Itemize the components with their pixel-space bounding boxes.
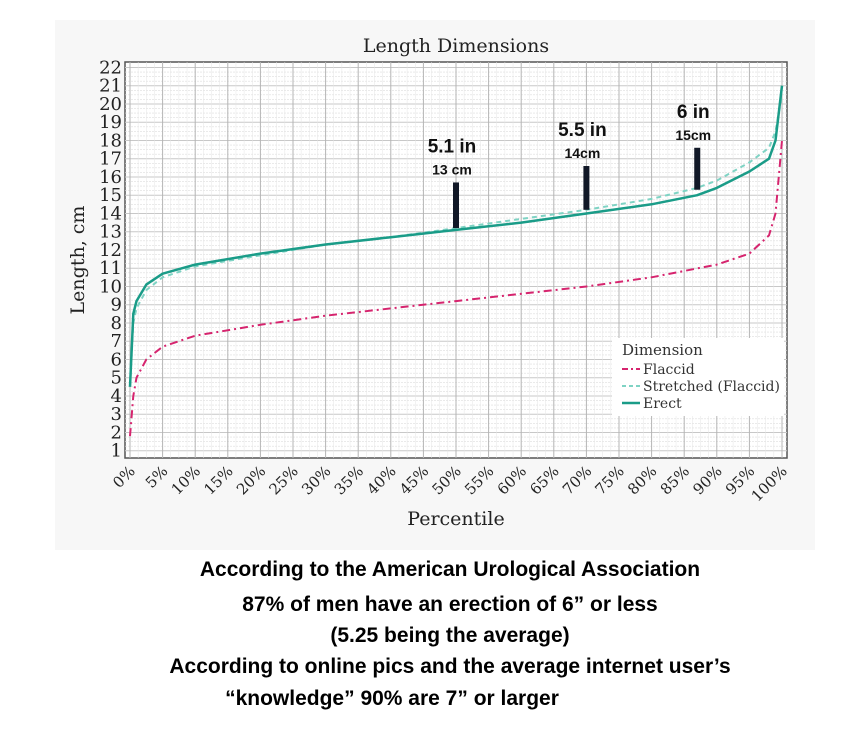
series-lines xyxy=(128,85,784,437)
y-tick-label: 16 xyxy=(99,167,122,188)
y-tick-label: 11 xyxy=(99,258,122,279)
caption-line-5: “knowledge” 90% are 7” or larger xyxy=(225,687,559,710)
y-tick-label: 2 xyxy=(111,422,122,443)
annotation-marker xyxy=(694,147,701,190)
series-line-stretched-flaccid xyxy=(129,94,783,387)
y-tick-label: 13 xyxy=(99,222,122,243)
legend-title: Dimension xyxy=(622,341,703,359)
y-tick-label: 8 xyxy=(111,313,122,334)
y-tick-label: 19 xyxy=(99,112,122,133)
annotation-inches: 5.1 in xyxy=(428,136,477,157)
caption-line-3: (5.25 being the average) xyxy=(330,624,570,647)
y-tick-label: 21 xyxy=(99,76,122,97)
annotation-cm: 14cm xyxy=(564,145,600,161)
x-axis-label: Percentile xyxy=(407,508,504,530)
annotations: 5.1 in 13 cm 5.5 in 14cm 6 in 15cm xyxy=(428,102,711,229)
y-tick-label: 10 xyxy=(99,276,122,297)
y-tick-label: 18 xyxy=(99,130,122,151)
annotation-cm: 13 cm xyxy=(432,161,472,177)
annotation-marker xyxy=(583,166,590,210)
caption-line-2: 87% of men have an erection of 6” or les… xyxy=(242,593,658,616)
series-line-erect xyxy=(128,85,784,387)
y-tick-label: 22 xyxy=(99,57,122,78)
y-tick-label: 9 xyxy=(111,295,122,316)
series-line-flaccid xyxy=(129,140,783,437)
y-tick-label: 20 xyxy=(99,94,122,115)
y-tick-label: 5 xyxy=(111,368,122,389)
y-tick-label: 7 xyxy=(111,331,122,352)
y-tick-label: 17 xyxy=(99,149,122,170)
y-axis-label: Length, cm xyxy=(67,206,89,315)
y-tick-label: 4 xyxy=(111,386,122,407)
y-tick-label: 3 xyxy=(111,404,122,425)
legend: Dimension Flaccid Stretched (Flaccid) Er… xyxy=(612,338,784,416)
legend-box xyxy=(612,338,784,416)
y-tick-label: 6 xyxy=(111,349,122,370)
legend-label-erect: Erect xyxy=(643,396,682,412)
y-tick-label: 12 xyxy=(99,240,122,261)
legend-label-flaccid: Flaccid xyxy=(643,362,695,378)
y-tick-label: 15 xyxy=(99,185,122,206)
annotation-inches: 6 in xyxy=(677,102,710,123)
annotation-inches: 5.5 in xyxy=(558,120,607,141)
annotation-marker xyxy=(453,182,459,229)
caption-line-4: According to online pics and the average… xyxy=(169,655,731,678)
percentile-chart: Length Dimensions 1234567891011121314151… xyxy=(67,35,791,530)
y-tick-label: 14 xyxy=(99,203,122,224)
caption-line-1: According to the American Urological Ass… xyxy=(199,558,701,581)
legend-label-stretched: Stretched (Flaccid) xyxy=(643,379,780,395)
annotation-cm: 15cm xyxy=(675,127,711,143)
y-tick-label: 1 xyxy=(111,441,122,462)
chart-title: Length Dimensions xyxy=(363,35,549,57)
